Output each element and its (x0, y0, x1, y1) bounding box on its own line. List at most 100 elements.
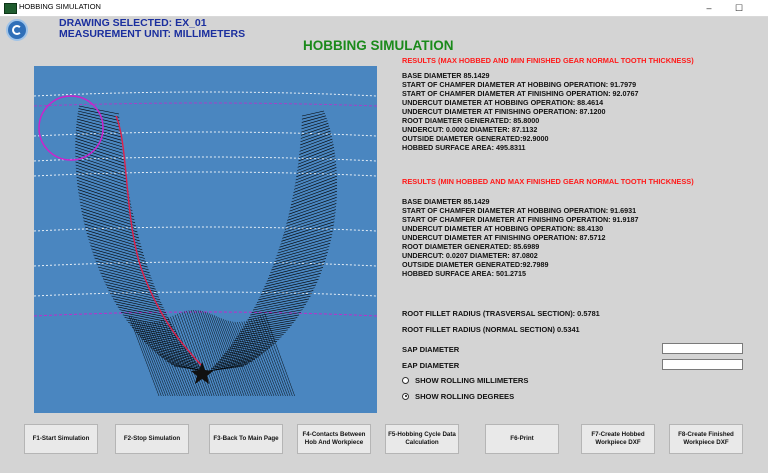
results-min-line: UNDERCUT DIAMETER AT HOBBING OPERATION: … (402, 224, 604, 233)
eap-diameter-input[interactable] (662, 359, 743, 370)
hatch-line (227, 320, 259, 397)
hatch-line (188, 310, 220, 397)
hatch-line (76, 173, 129, 193)
radio-label: SHOW ROLLING DEGREES (415, 391, 515, 401)
hatch-line (274, 246, 330, 262)
hatch-line (284, 212, 336, 230)
root-fillet-transversal: ROOT FILLET RADIUS (TRASVERSAL SECTION):… (402, 309, 600, 318)
hatch-line (186, 310, 217, 397)
hatch-line (79, 198, 134, 217)
hatch-line (258, 287, 315, 301)
hatch-line (287, 200, 337, 218)
hatch-line (75, 152, 126, 170)
hatch-line (293, 172, 337, 190)
hatch-line (77, 113, 120, 125)
hatch-line (122, 314, 173, 326)
hatch-line (296, 158, 336, 174)
hatch-line (290, 187, 338, 206)
hatch-line (252, 318, 284, 397)
f2-stop-simulation-button[interactable]: F2-Stop Simulation (115, 424, 189, 454)
hatch-line (266, 267, 324, 282)
results-max-line: ROOT DIAMETER GENERATED: 85.8000 (402, 116, 540, 125)
root-fillet-normal: ROOT FILLET RADIUS (NORMAL SECTION) 0.53… (402, 325, 580, 334)
hatch-line (193, 309, 224, 397)
f1-start-simulation-button[interactable]: F1-Start Simulation (24, 424, 98, 454)
hatch-line (292, 181, 338, 200)
hatch-line (154, 321, 185, 397)
hatch-line (135, 318, 167, 397)
hatch-line (77, 189, 132, 208)
hatch-line (75, 146, 125, 164)
hatch-line (104, 281, 158, 295)
hatch-line (246, 320, 277, 397)
hatch-line (195, 309, 226, 397)
radio-show-rolling-degrees[interactable]: SHOW ROLLING DEGREES (402, 390, 514, 402)
simulation-canvas (34, 66, 377, 413)
hatch-line (75, 143, 124, 161)
hatch-line (237, 327, 290, 337)
hatch-line (124, 317, 174, 328)
hatch-line (83, 220, 140, 239)
hatch-line (243, 321, 275, 397)
hatch-line (272, 252, 328, 268)
hatch-line (75, 164, 128, 183)
f8-create-finished-workpiece-dxf-button[interactable]: F8-Create Finished Workpiece DXF (669, 424, 743, 454)
hatch-line (289, 193, 337, 212)
hatch-line (301, 117, 327, 126)
f4-contacts-between-hob-and-workpiece-button[interactable]: F4-Contacts Between Hob And Workpiece (297, 424, 371, 454)
hatch-line (294, 169, 337, 187)
hatch-line (298, 147, 335, 162)
hatch-line (247, 309, 303, 321)
hatch-line (202, 311, 233, 397)
radio-unselected-icon[interactable] (402, 376, 409, 384)
hatch-line (156, 321, 187, 397)
minimize-button[interactable]: – (706, 3, 712, 13)
hatch-line (220, 318, 252, 397)
hatch-line (99, 269, 154, 285)
hatch-line (75, 155, 126, 173)
sap-diameter-input[interactable] (662, 343, 743, 354)
hatch-line (273, 249, 329, 265)
hatch-line (290, 190, 338, 209)
radio-selected-icon[interactable] (402, 392, 409, 400)
hatch-line (76, 179, 130, 199)
hatch-line (295, 164, 337, 181)
hatch-line (85, 229, 142, 248)
hatch-line (75, 129, 122, 144)
hatch-line (172, 315, 203, 397)
hatch-line (210, 360, 253, 370)
eap-diameter-label: EAP DIAMETER (402, 361, 460, 370)
hatch-line (107, 287, 161, 301)
hatch-line (270, 258, 327, 274)
results-max-line: UNDERCUT: 0.0002 DIAMETER: 87.1132 (402, 125, 538, 134)
hatch-line (264, 273, 321, 287)
hatch-line (100, 272, 155, 287)
hatch-line (165, 318, 197, 397)
maximize-button[interactable]: ☐ (734, 3, 744, 13)
hatch-line (75, 138, 123, 154)
hatch-line (277, 236, 332, 254)
hatch-line (252, 298, 310, 311)
hatch-line (114, 301, 166, 313)
hatch-line (161, 357, 200, 366)
results-min-heading: RESULTS (MIN HOBBED AND MAX FINISHED GEA… (402, 177, 694, 186)
hatch-line (76, 121, 121, 134)
hatch-line (206, 312, 238, 397)
f6-print-button[interactable]: F6-Print (485, 424, 559, 454)
sap-diameter-label: SAP DIAMETER (402, 345, 460, 354)
hatch-line (85, 226, 141, 245)
radio-show-rolling-millimeters[interactable]: SHOW ROLLING MILLIMETERS (402, 374, 528, 386)
hatch-line (254, 295, 311, 308)
f7-create-hobbed-workpiece-dxf-button[interactable]: F7-Create Hobbed Workpiece DXF (581, 424, 655, 454)
hatch-line (216, 355, 261, 364)
hatch-line (92, 251, 148, 268)
f3-back-to-main-page-button[interactable]: F3-Back To Main Page (209, 424, 283, 454)
f5-hobbing-cycle-data-calculation-button[interactable]: F5-Hobbing Cycle Data Calculation (385, 424, 459, 454)
window-title: HOBBING SIMULATION (19, 2, 101, 11)
hatch-line (75, 161, 127, 180)
hatch-line (259, 284, 317, 298)
hatch-line (75, 149, 125, 167)
hatch-line (112, 298, 165, 311)
hatch-line (301, 120, 328, 130)
hatch-line (250, 319, 282, 397)
